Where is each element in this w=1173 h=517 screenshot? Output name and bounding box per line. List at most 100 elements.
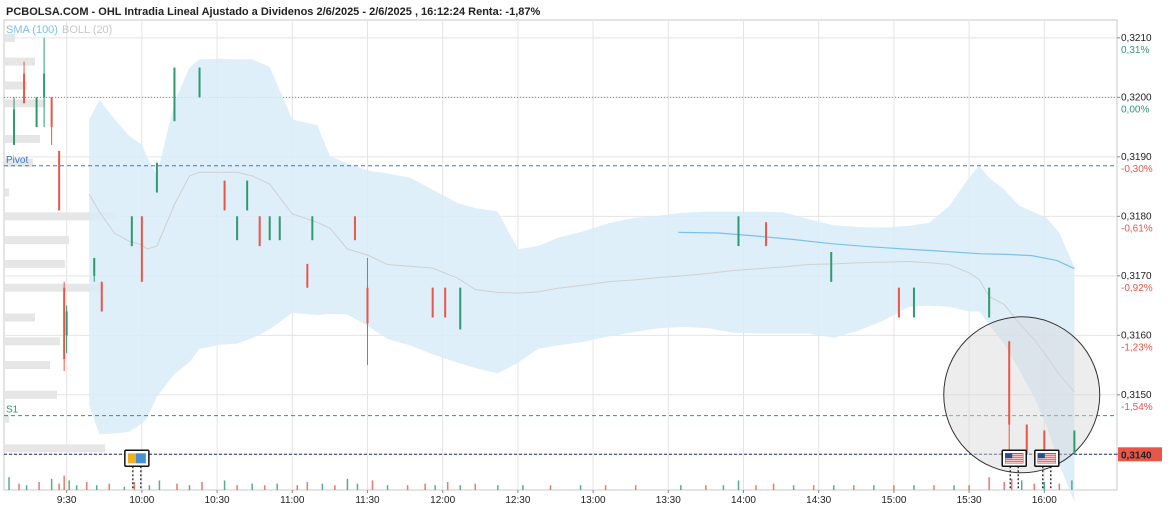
highlight-circle [943, 316, 1101, 474]
candle-body-33 [988, 287, 991, 318]
volume-bar-49 [772, 483, 775, 490]
marker-flag-canton-1 [1005, 453, 1013, 459]
profile-bar-6 [5, 188, 9, 197]
profile-bar-2 [5, 81, 27, 90]
volume-bar-42 [604, 485, 607, 490]
candle-body-9 [100, 281, 103, 312]
candle-body-30 [830, 252, 833, 282]
candle-body-15 [223, 180, 226, 211]
profile-bar-14 [5, 390, 57, 399]
x-tick-label-9: 14:00 [731, 495, 756, 506]
volume-bar-9 [85, 482, 88, 490]
volume-bar-11 [108, 483, 111, 490]
profile-bar-0 [5, 33, 15, 42]
candle-body-11 [140, 216, 143, 282]
volume-bar-35 [446, 482, 449, 490]
volume-bar-46 [722, 485, 725, 490]
volume-bar-32 [406, 485, 409, 490]
bollinger-band-fill [89, 58, 1075, 502]
volume-bar-60 [988, 477, 990, 490]
last-price-tag [1118, 447, 1162, 462]
y-tick-label-5: 0,3160 [1121, 330, 1152, 341]
volume-bar-47 [737, 480, 740, 490]
y-pct-label-1: 0,00% [1121, 104, 1149, 115]
volume-bar-26 [321, 483, 324, 490]
volume-bar-6 [63, 475, 65, 490]
y-pct-label-5: -1,23% [1121, 342, 1153, 353]
y-tick-label-4: 0,3170 [1121, 271, 1152, 282]
candle-body-7 [65, 311, 68, 336]
volume-bar-20 [236, 485, 238, 490]
x-tick-label-0: 9:30 [57, 495, 77, 506]
volume-bar-43 [634, 485, 637, 490]
volume-bar-23 [276, 483, 278, 490]
volume-bar-40 [549, 485, 552, 490]
bollinger-middle-line [88, 171, 1075, 393]
volume-bar-66 [1058, 483, 1061, 490]
legend-sma: SMA (100) [6, 24, 58, 36]
volume-bar-13 [133, 482, 136, 490]
volume-bar-59 [968, 485, 970, 490]
candle-body-4 [50, 97, 53, 128]
x-tick-label-3: 11:00 [280, 495, 305, 506]
candle-body-29 [765, 222, 768, 247]
marker-flag-stripe-2-1 [1037, 455, 1056, 457]
volume-bar-5 [58, 483, 60, 490]
volume-bar-56 [913, 485, 915, 490]
volume-bar-21 [251, 483, 253, 490]
candle-body-22 [311, 216, 314, 241]
candle-body-14 [198, 67, 201, 98]
profile-bar-4 [5, 134, 40, 143]
volume-bar-61 [1003, 482, 1005, 490]
sma-line [678, 231, 1075, 270]
candle-body-3 [43, 73, 46, 98]
y-pct-label-4: -0,92% [1121, 283, 1153, 294]
x-tick-label-10: 14:30 [806, 495, 831, 506]
legend-boll: BOLL (20) [62, 24, 112, 36]
candle-body-16 [236, 216, 239, 241]
y-tick-label-2: 0,3190 [1121, 152, 1152, 163]
volume-bar-22 [263, 485, 266, 490]
x-tick-label-1: 10:00 [129, 495, 154, 506]
volume-bar-15 [158, 480, 161, 490]
profile-bar-5 [5, 158, 33, 167]
volume-bar-4 [50, 478, 53, 490]
profile-bar-12 [5, 337, 60, 346]
volume-bar-3 [38, 482, 40, 490]
candle-body-5 [58, 150, 61, 211]
volume-bar-45 [705, 485, 707, 490]
volume-bar-55 [893, 485, 895, 490]
volume-bar-7 [68, 480, 70, 490]
marker-flag-es-icon [127, 453, 136, 464]
x-tick-label-8: 13:30 [656, 495, 681, 506]
profile-bar-16 [5, 444, 105, 453]
volume-bar-33 [424, 483, 426, 490]
profile-bar-9 [5, 259, 65, 268]
volume-bar-58 [953, 485, 955, 490]
candle-body-19 [268, 216, 271, 241]
y-tick-label-6: 0,3150 [1121, 390, 1152, 401]
candle-body-6 [63, 287, 66, 360]
volume-bar-27 [334, 485, 336, 490]
candle-body-21 [306, 263, 309, 288]
candle-body-2 [35, 97, 38, 128]
marker-flag-stripe-2-0 [1037, 453, 1056, 455]
candle-body-1 [23, 73, 26, 104]
volume-bar-36 [459, 485, 461, 490]
marker-flag-canton-2 [1037, 453, 1045, 459]
volume-bar-2 [25, 485, 28, 490]
candle-body-28 [737, 216, 740, 247]
x-tick-label-5: 12:00 [430, 495, 455, 506]
candle-body-25 [431, 287, 434, 318]
candle-body-26 [444, 287, 447, 318]
volume-bar-62 [1010, 478, 1013, 490]
candle-body-20 [278, 216, 281, 241]
volume-bar-12 [123, 486, 126, 490]
volume-bars [8, 475, 1073, 490]
candles [13, 37, 1076, 455]
volume-bar-14 [148, 485, 151, 490]
legend: SMA (100) BOLL (20) [6, 24, 112, 36]
volume-bar-53 [853, 485, 855, 490]
volume-bar-8 [75, 485, 78, 490]
x-tick-label-4: 11:30 [355, 495, 380, 506]
